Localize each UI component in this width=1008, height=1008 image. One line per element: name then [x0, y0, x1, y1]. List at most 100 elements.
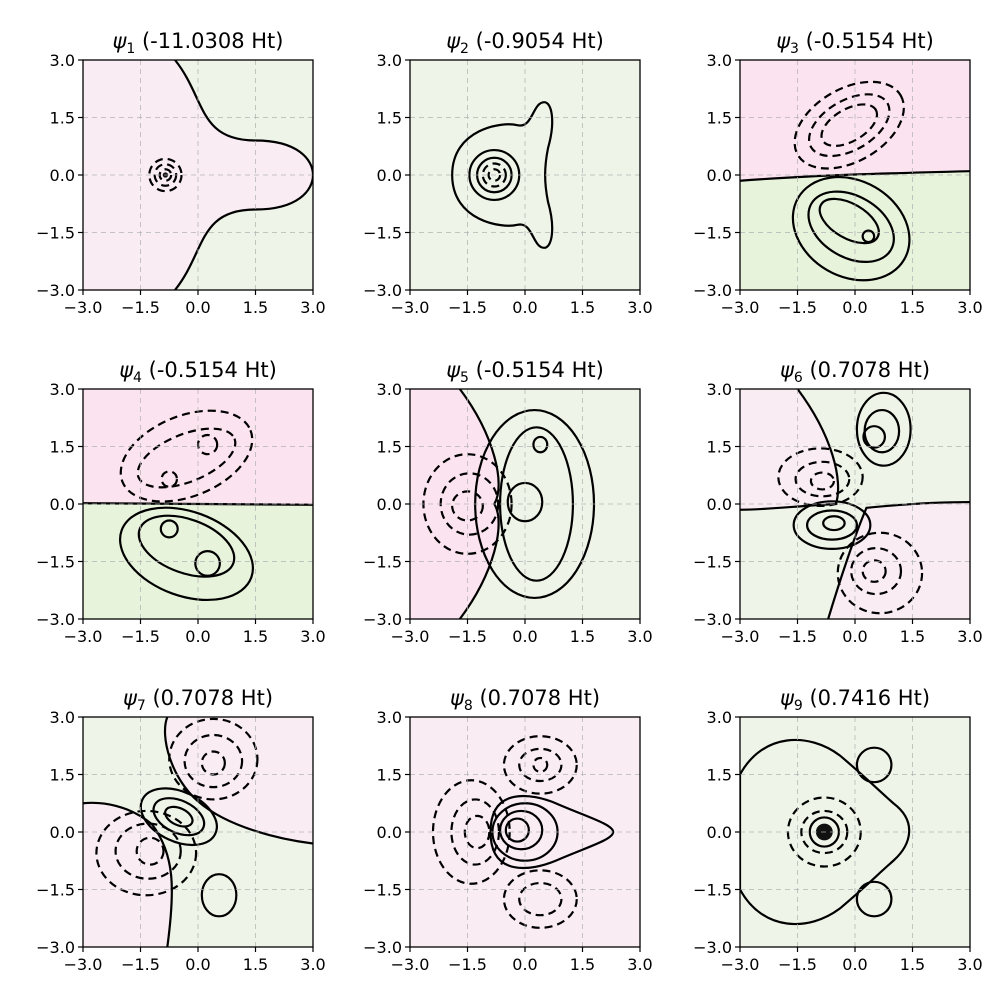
title-psi-symbol: ψ [780, 686, 795, 710]
plot-area [83, 717, 313, 947]
x-tick-label: 0.0 [512, 627, 537, 646]
positive-contour [159, 519, 179, 539]
x-tick-label: 1.5 [900, 955, 925, 974]
title-energy: (-0.5154 Ht) [469, 358, 604, 382]
y-tick-label: 0.0 [707, 495, 732, 514]
positive-contour [807, 190, 895, 263]
y-tick-label: 0.0 [707, 166, 732, 185]
y-tick-label: 0.0 [377, 166, 402, 185]
positive-contour [200, 873, 238, 918]
negative-contour [450, 798, 501, 866]
positive-contour [194, 550, 221, 577]
positive-contour [139, 787, 218, 847]
title-psi-symbol: ψ [113, 29, 128, 53]
y-tick-label: −3.0 [36, 938, 75, 957]
panel-psi-7: −3.0 −1.5 0.0 1.5 3.0 3.0 1.5 0.0 −1.5 −3.0 ψ7 (0.… [36, 686, 326, 974]
x-tick-label: 1.5 [570, 298, 595, 317]
x-tick-label: −3.0 [721, 627, 760, 646]
y-tick-label: −1.5 [363, 224, 402, 243]
node-line [83, 502, 313, 506]
positive-contour [152, 797, 206, 837]
y-tick-label: 3.0 [377, 51, 402, 70]
x-tick-label: −1.5 [121, 627, 160, 646]
plot-area [740, 389, 970, 619]
title-psi-symbol: ψ [119, 358, 134, 382]
node-line [808, 816, 841, 848]
y-tick-label: 0.0 [377, 823, 402, 842]
x-tick-label: 1.5 [243, 955, 268, 974]
plot-area [83, 60, 313, 290]
x-tick-label: 0.0 [512, 955, 537, 974]
x-tick-label: 0.0 [185, 298, 210, 317]
bg-positive-region [740, 717, 970, 947]
negative-region [828, 502, 970, 619]
y-tick-label: 0.0 [50, 495, 75, 514]
positive-contour [489, 794, 615, 870]
x-tick-label: −1.5 [448, 627, 487, 646]
title-psi-symbol: ψ [780, 358, 795, 382]
x-tick-label: 3.0 [627, 627, 652, 646]
x-tick-label: −1.5 [448, 298, 487, 317]
title-energy: (0.7078 Ht) [473, 686, 600, 710]
y-tick-label: 0.0 [377, 495, 402, 514]
title-subscript: 4 [133, 370, 142, 386]
y-tick-label: 1.5 [377, 766, 402, 785]
x-tick-label: 0.0 [185, 627, 210, 646]
positive-contour [855, 746, 893, 784]
panel-psi-5: −3.0 −1.5 0.0 1.5 3.0 3.0 1.5 0.0 −1.5 −3.0 ψ5 (-0… [363, 358, 653, 646]
y-tick-label: −1.5 [693, 553, 732, 572]
x-tick-label: 1.5 [243, 627, 268, 646]
title-subscript: 3 [790, 41, 799, 57]
y-tick-label: 0.0 [50, 166, 75, 185]
negative-contour [800, 809, 849, 855]
negative-contour [794, 460, 851, 498]
y-tick-label: 3.0 [50, 708, 75, 727]
x-tick-label: 3.0 [627, 298, 652, 317]
title-energy: (0.7416 Ht) [803, 686, 930, 710]
x-tick-label: −3.0 [64, 627, 103, 646]
x-tick-label: −1.5 [121, 298, 160, 317]
negative-contour [183, 733, 244, 789]
node-line [740, 738, 911, 926]
negative-contour [836, 531, 924, 615]
title-subscript: 1 [126, 41, 135, 57]
x-tick-label: 3.0 [300, 955, 325, 974]
x-tick-label: 0.0 [842, 298, 867, 317]
y-tick-label: 1.5 [50, 109, 75, 128]
negative-contour [481, 162, 507, 188]
negative-contour [135, 836, 165, 866]
y-tick-label: 1.5 [707, 766, 732, 785]
y-tick-label: −1.5 [363, 881, 402, 900]
x-tick-label: 1.5 [570, 627, 595, 646]
negative-contour [136, 427, 237, 489]
negative-contour [518, 747, 563, 783]
bg-positive-region [410, 60, 640, 290]
y-tick-label: 1.5 [377, 109, 402, 128]
y-tick-label: −3.0 [363, 610, 402, 629]
y-tick-label: 3.0 [50, 51, 75, 70]
positive-contour [137, 514, 236, 578]
title-psi-symbol: ψ [123, 686, 138, 710]
x-tick-label: −1.5 [448, 955, 487, 974]
title-energy: (-0.5154 Ht) [799, 29, 934, 53]
x-tick-label: −3.0 [721, 955, 760, 974]
y-tick-label: −3.0 [36, 610, 75, 629]
x-tick-label: 0.0 [185, 955, 210, 974]
y-tick-label: 3.0 [707, 51, 732, 70]
x-tick-label: −3.0 [391, 298, 430, 317]
title-psi-symbol: ψ [776, 29, 791, 53]
positive-contour [862, 425, 887, 449]
y-tick-label: −3.0 [693, 938, 732, 957]
plot-area [410, 389, 640, 619]
title-subscript: 9 [794, 698, 803, 714]
node-line [83, 801, 173, 947]
title-subscript: 8 [464, 698, 473, 714]
positive-contour [164, 805, 194, 828]
panel-title: ψ6 (0.7078 Ht) [780, 358, 930, 386]
y-tick-label: 1.5 [707, 438, 732, 457]
positive-contour [822, 515, 846, 532]
panel-title: ψ8 (0.7078 Ht) [450, 686, 600, 714]
y-tick-label: −1.5 [36, 881, 75, 900]
negative-contour [820, 103, 879, 147]
